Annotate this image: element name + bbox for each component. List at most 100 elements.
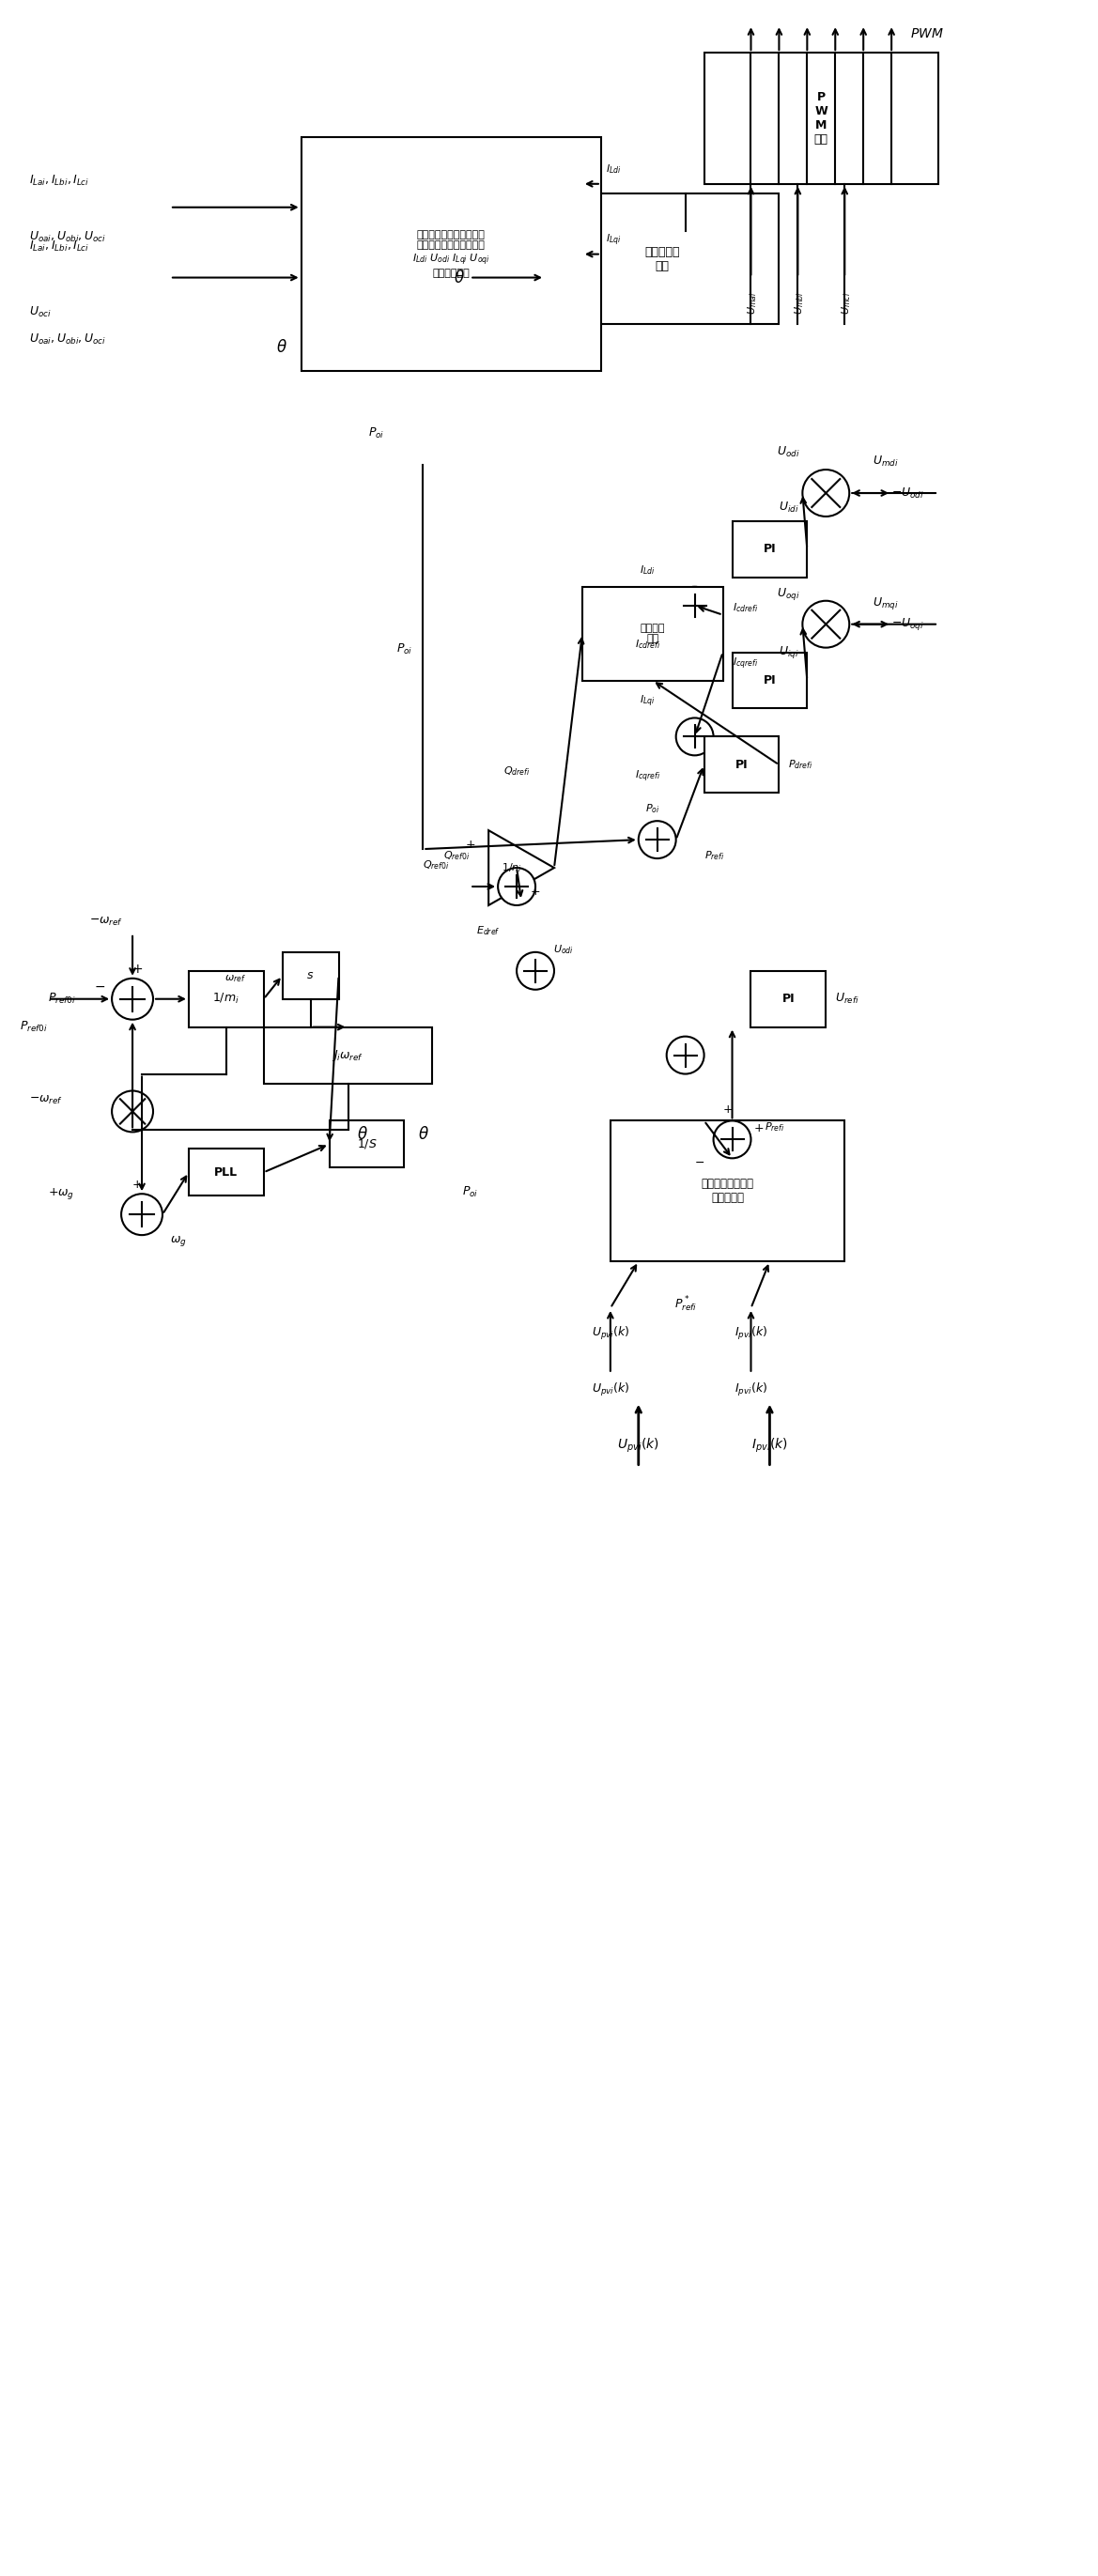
Bar <box>610 1121 844 1262</box>
Text: $\theta$: $\theta$ <box>276 340 287 355</box>
Text: PI: PI <box>763 675 776 688</box>
Text: $P_{oi}$: $P_{oi}$ <box>461 1185 478 1200</box>
Bar <box>582 587 722 680</box>
Bar <box>264 1028 433 1084</box>
Text: $U_{oai},U_{obi},U_{oci}$: $U_{oai},U_{obi},U_{oci}$ <box>30 332 107 348</box>
Text: $U_{pvi}(k)$: $U_{pvi}(k)$ <box>592 1381 629 1399</box>
Text: $U_{mdi}$: $U_{mdi}$ <box>873 453 898 469</box>
Circle shape <box>121 1193 163 1234</box>
Bar <box>704 52 939 183</box>
Circle shape <box>676 719 714 755</box>
Text: $I_{cqrefi}$: $I_{cqrefi}$ <box>635 768 661 783</box>
Bar <box>545 193 780 325</box>
Text: $PWM$: $PWM$ <box>910 28 944 41</box>
Text: $I_{pvi}(k)$: $I_{pvi}(k)$ <box>751 1437 788 1455</box>
Text: $U_{mci}$: $U_{mci}$ <box>840 294 853 314</box>
Text: $U_{oai},U_{obi},U_{oci}$: $U_{oai},U_{obi},U_{oci}$ <box>30 229 107 245</box>
Text: $-U_{oqi}$: $-U_{oqi}$ <box>892 616 925 631</box>
Text: $Q_{ref0i}$: $Q_{ref0i}$ <box>442 850 470 863</box>
Text: $P_{refi}$: $P_{refi}$ <box>765 1121 785 1133</box>
Circle shape <box>676 587 714 623</box>
Circle shape <box>666 1036 704 1074</box>
Text: $\theta$: $\theta$ <box>453 268 466 286</box>
Circle shape <box>638 822 676 858</box>
Text: $P_{ref0i}$: $P_{ref0i}$ <box>20 1020 48 1033</box>
Circle shape <box>803 469 850 515</box>
Text: PLL: PLL <box>214 1167 238 1177</box>
Text: $-$: $-$ <box>94 979 105 992</box>
Text: $U_{iqi}$: $U_{iqi}$ <box>778 644 798 659</box>
Text: $-U_{odi}$: $-U_{odi}$ <box>892 487 925 500</box>
Bar <box>189 971 264 1028</box>
Text: PI: PI <box>736 760 748 770</box>
Circle shape <box>112 979 153 1020</box>
Text: $I_{cdrefi}$: $I_{cdrefi}$ <box>732 600 758 613</box>
Text: $1/n_i$: $1/n_i$ <box>502 860 523 873</box>
Bar <box>751 971 826 1028</box>
Text: $\theta$: $\theta$ <box>357 1126 369 1144</box>
Text: $U_{odi}$: $U_{odi}$ <box>777 446 800 459</box>
Text: $\omega_{ref}$: $\omega_{ref}$ <box>225 974 246 984</box>
Text: PI: PI <box>763 544 776 556</box>
Text: $Q_{drefi}$: $Q_{drefi}$ <box>503 765 530 778</box>
Text: $P_{oi}$: $P_{oi}$ <box>396 641 413 657</box>
Text: $U_{odi}$: $U_{odi}$ <box>553 943 574 956</box>
Text: $P_{oi}$: $P_{oi}$ <box>368 428 384 440</box>
Polygon shape <box>489 829 554 904</box>
Text: $I_{Lai},I_{Lbi},I_{Lci}$: $I_{Lai},I_{Lbi},I_{Lci}$ <box>30 173 90 188</box>
Bar <box>732 520 807 577</box>
Bar <box>189 1149 264 1195</box>
Text: $\omega_g$: $\omega_g$ <box>170 1234 187 1249</box>
Text: $U_{oqi}$: $U_{oqi}$ <box>777 585 800 603</box>
Text: $+\omega_g$: $+\omega_g$ <box>48 1188 75 1200</box>
Text: $U_{pvi}(k)$: $U_{pvi}(k)$ <box>617 1437 660 1455</box>
Text: $-\omega_{ref}$: $-\omega_{ref}$ <box>89 914 123 927</box>
Text: $P_{refi}$: $P_{refi}$ <box>704 850 725 863</box>
Text: $+$: $+$ <box>132 963 143 976</box>
Text: $I_{pvi}(k)$: $I_{pvi}(k)$ <box>735 1324 768 1342</box>
Text: $J_i\omega_{ref}$: $J_i\omega_{ref}$ <box>332 1048 365 1064</box>
Text: $\theta$: $\theta$ <box>418 1126 429 1144</box>
Text: P
W
M
调制: P W M 调制 <box>814 90 828 144</box>
Text: 电流计算
方法: 电流计算 方法 <box>640 623 665 644</box>
Text: $+$: $+$ <box>530 886 540 896</box>
Bar <box>329 1121 404 1167</box>
Text: $I_{Lqi}$: $I_{Lqi}$ <box>640 693 656 708</box>
Bar <box>282 953 338 999</box>
Bar <box>704 737 780 793</box>
Text: $I_{pvi}(k)$: $I_{pvi}(k)$ <box>735 1381 768 1399</box>
Text: $P_{oi}$: $P_{oi}$ <box>646 801 660 814</box>
Text: $P_{drefi}$: $P_{drefi}$ <box>788 757 814 770</box>
Text: $E_{dref}$: $E_{dref}$ <box>477 925 501 938</box>
Bar <box>301 137 601 371</box>
Circle shape <box>803 600 850 647</box>
Text: $U_{refi}$: $U_{refi}$ <box>836 992 860 1007</box>
Text: $U_{mai}$: $U_{mai}$ <box>747 291 759 314</box>
Text: $-\omega_{ref}$: $-\omega_{ref}$ <box>30 1095 64 1105</box>
Text: $I_{Ldi}$: $I_{Ldi}$ <box>606 162 621 175</box>
Text: $Q_{ref0i}$: $Q_{ref0i}$ <box>423 858 450 871</box>
Text: $U_{oci}$: $U_{oci}$ <box>30 304 52 319</box>
Text: $P^*_{refi}$: $P^*_{refi}$ <box>674 1296 696 1314</box>
Text: $+$: $+$ <box>722 1105 732 1115</box>
Text: $+$: $+$ <box>132 1180 143 1190</box>
Text: $U_{idi}$: $U_{idi}$ <box>778 500 798 515</box>
Text: $I_{Ldi}$: $I_{Ldi}$ <box>640 564 656 577</box>
Text: $U_{mqi}$: $U_{mqi}$ <box>873 595 898 611</box>
Text: $+$: $+$ <box>753 1123 764 1136</box>
Text: 坐标反变换
方程: 坐标反变换 方程 <box>645 245 680 273</box>
Text: $I_{Lqi}$: $I_{Lqi}$ <box>606 232 621 247</box>
Text: 输出相电压坐标变换方程
和电感电流坐标变换方程
$I_{Ldi}$ $U_{odi}$ $I_{Lqi}$ $U_{oqi}$
功率计算方程: 输出相电压坐标变换方程 和电感电流坐标变换方程 $I_{Ldi}$ $U_{od… <box>412 229 490 278</box>
Text: 基于多项式拟合的
功率追踪法: 基于多项式拟合的 功率追踪法 <box>702 1177 754 1203</box>
Text: PI: PI <box>782 992 795 1005</box>
Text: $I_{cdrefi}$: $I_{cdrefi}$ <box>635 639 661 652</box>
Text: $+$: $+$ <box>464 837 475 850</box>
Text: $I_{cqrefi}$: $I_{cqrefi}$ <box>732 657 758 672</box>
Text: $1/m_i$: $1/m_i$ <box>213 992 239 1007</box>
Text: $I_{Lai},I_{Lbi},I_{Lci}$: $I_{Lai},I_{Lbi},I_{Lci}$ <box>30 240 90 252</box>
Circle shape <box>112 1090 153 1131</box>
Text: $U_{mbi}$: $U_{mbi}$ <box>793 291 806 314</box>
Circle shape <box>497 868 536 904</box>
Text: $s$: $s$ <box>306 969 314 981</box>
Bar <box>732 652 807 708</box>
